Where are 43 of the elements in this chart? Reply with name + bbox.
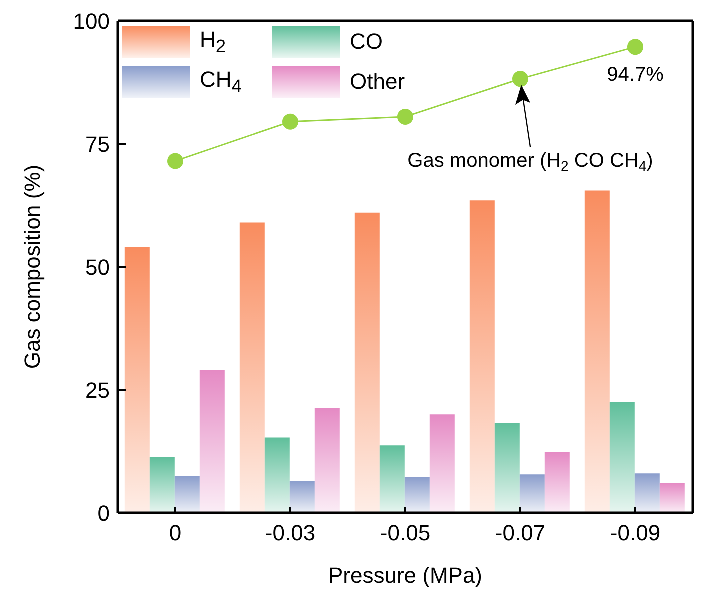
bar	[314, 408, 340, 513]
x-axis-title: Pressure (MPa)	[328, 563, 483, 588]
bar	[430, 414, 455, 513]
bar	[404, 477, 430, 513]
y-axis-title: Gas composition (%)	[20, 164, 45, 370]
bar	[264, 438, 290, 513]
legend-label: CH$_{4}$	[200, 66, 242, 98]
bar	[240, 222, 265, 513]
x-tick-label: -0.07	[495, 520, 546, 546]
bar	[544, 452, 570, 513]
legend-label: CO	[350, 29, 383, 55]
x-tick-label: -0.09	[610, 520, 661, 546]
bar	[584, 190, 610, 513]
x-tick-label: -0.03	[265, 520, 316, 546]
point	[628, 39, 644, 56]
y-tick-label: 75	[86, 132, 110, 157]
legend-label: Other	[350, 69, 406, 95]
x-tick-label: 0	[169, 520, 182, 546]
y-tick-label: 50	[86, 254, 110, 280]
point	[398, 108, 414, 125]
point	[282, 114, 298, 130]
bar	[354, 212, 380, 513]
y-tick-label: 25	[86, 378, 110, 403]
bar	[200, 370, 225, 513]
y-tick-label: 0	[98, 500, 110, 526]
x-tick-label: -0.05	[380, 520, 431, 546]
bar	[520, 474, 545, 513]
y-tick-label: 100	[73, 8, 110, 34]
bar	[470, 200, 495, 513]
legend-label: H$_{2}$	[200, 26, 226, 58]
bar	[174, 476, 200, 513]
annotation: 94.7%	[607, 64, 664, 86]
point	[512, 71, 528, 88]
bar	[660, 483, 685, 513]
annotation: Gas monomer (H$_{2}$ CO CH$_{4}$)	[408, 150, 654, 174]
bar	[290, 481, 315, 513]
bar	[124, 247, 150, 513]
bar	[494, 422, 520, 513]
point	[168, 153, 184, 170]
bar	[380, 446, 405, 513]
bar	[634, 474, 660, 513]
bar	[150, 457, 175, 513]
bar	[610, 402, 635, 513]
